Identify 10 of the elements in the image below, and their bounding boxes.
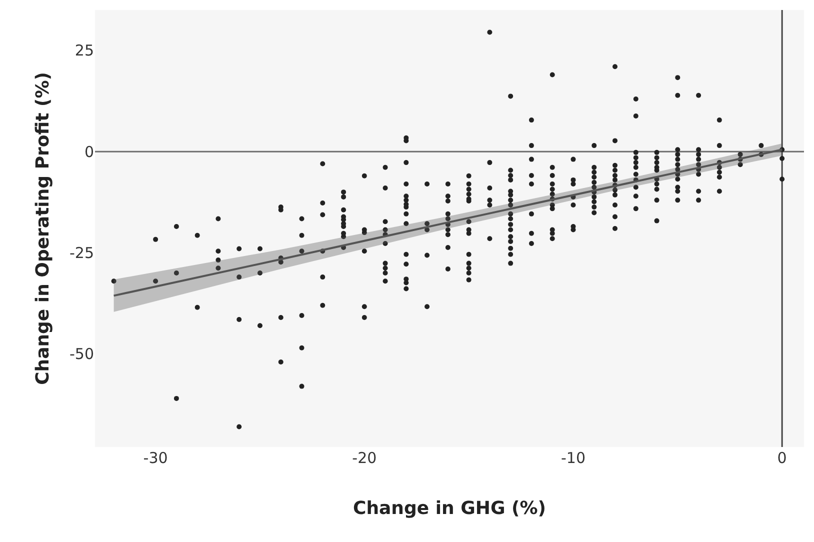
x-tick-label: -30: [143, 449, 168, 467]
x-tick-label: -10: [560, 449, 586, 467]
y-tick-label: -50: [70, 345, 94, 364]
y-tick-label: 0: [84, 142, 94, 161]
y-tick-label: -25: [70, 244, 94, 262]
x-axis-title: Change in GHG (%): [353, 498, 546, 520]
x-tick-label: -20: [352, 449, 377, 467]
y-tick-label: 25: [74, 42, 94, 60]
x-tick-label: 0: [777, 449, 787, 467]
y-axis-title: Change in Operating Profit (%): [32, 72, 54, 385]
